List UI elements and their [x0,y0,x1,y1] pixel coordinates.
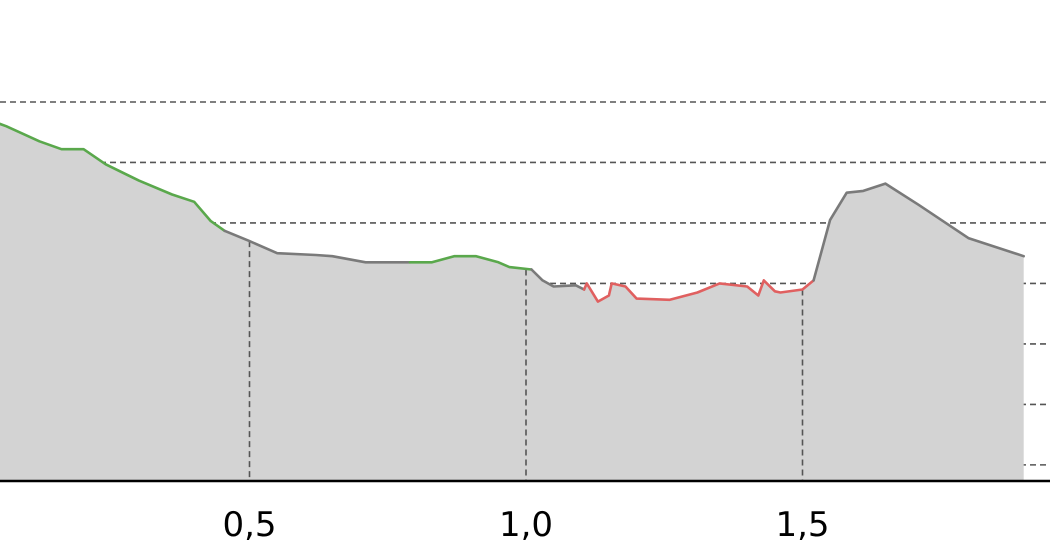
profile-segment-green-2 [408,254,533,271]
profile-segment-default_line-3 [530,268,586,291]
profile-segment-red-4 [582,279,815,303]
profile-segment-green-0 [0,122,226,233]
profile-lines [0,122,1025,303]
profile-segment-default_line-1 [223,229,412,264]
x-tick-label-2: 1,5 [775,505,829,545]
x-tick-label-0: 0,5 [222,505,276,545]
x-tick-label-1: 1,0 [499,505,553,545]
x-tick-labels: 0,51,01,52 [222,505,829,545]
profile-segment-default_line-5 [812,182,1025,282]
profile-fill [0,123,1024,480]
profile-area [0,123,1024,480]
